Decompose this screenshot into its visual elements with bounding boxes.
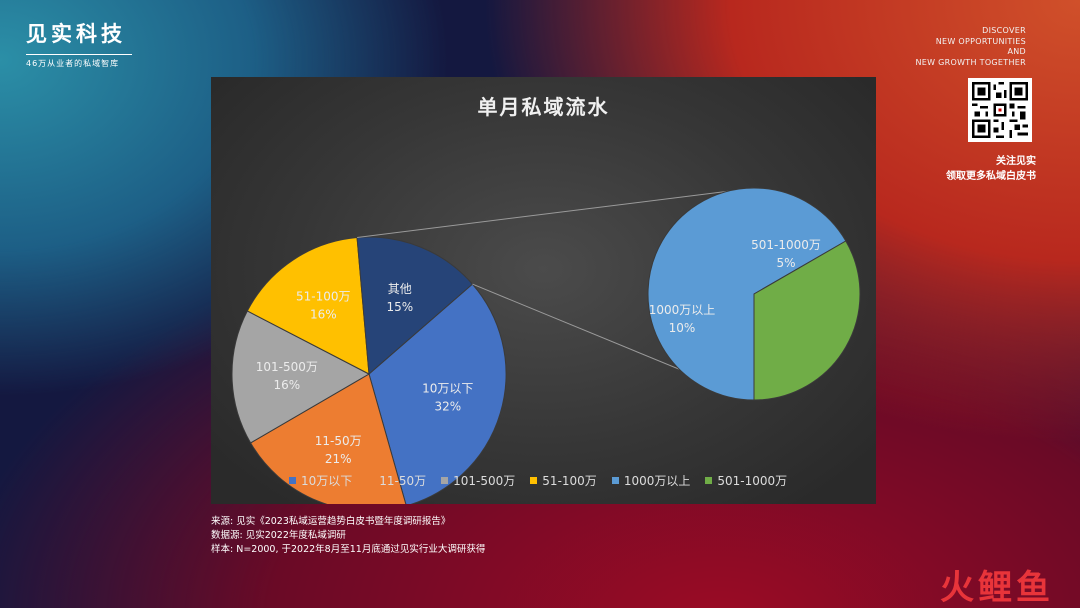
pie-slice-percent: 16% [273, 378, 300, 392]
secondary-pie-slice-2 [753, 240, 861, 401]
legend-label: 10万以下 [301, 474, 353, 488]
pie-slice-label: 10万以下 [422, 382, 473, 396]
legend-swatch [367, 477, 375, 484]
pie-slice-label: 11-50万 [315, 434, 362, 448]
pie-slice-percent: 21% [325, 452, 352, 466]
pie-slice-1 [368, 283, 507, 504]
source-notes: 来源: 见实《2023私域运营趋势白皮书暨年度调研报告》 数据源: 见实2022… [211, 515, 485, 557]
pie-slice-5 [356, 236, 474, 376]
legend-label: 501-1000万 [717, 474, 788, 488]
slogan-line: NEW OPPORTUNITIES [935, 36, 1026, 46]
legend-swatch [441, 477, 449, 484]
legend-item: 1000万以上 [611, 472, 691, 489]
discover-slogan: DISCOVER NEW OPPORTUNITIES AND NEW GROWT… [915, 26, 1026, 68]
pie-slice-percent: 32% [434, 400, 461, 414]
brand-tagline: 46万从业者的私域智库 [26, 59, 120, 68]
pie-of-pie-chart: 10万以下 32% 11-50万 21% 101-500万 16% 51-100万 16% 其他… [231, 187, 861, 504]
data-source-line: 数据源: 见实2022年度私域调研 [211, 530, 346, 541]
legend-label: 1000万以上 [623, 474, 691, 488]
brand-divider [26, 54, 132, 55]
legend-swatch [530, 477, 538, 484]
legend-swatch [289, 477, 296, 484]
chart-panel: 单月私域流水 10万以下 32% 11-50万 21% 101-500万 16% 51-10… [211, 77, 876, 504]
secondary-slice-percent: 10% [669, 321, 696, 335]
legend-item: 10万以下 [289, 472, 352, 489]
legend-label: 101-500万 [453, 474, 516, 488]
follow-cta: 关注见实 领取更多私域白皮书 [946, 154, 1036, 184]
legend-swatch [705, 477, 713, 484]
chart-title: 单月私域流水 [477, 95, 610, 119]
legend-item: 51-100万 [530, 472, 597, 489]
secondary-slice-percent: 5% [776, 256, 795, 270]
pie-slice-4 [246, 236, 370, 375]
secondary-slice-label: 1000万以上 [649, 303, 716, 317]
connector-line-top [357, 187, 755, 238]
slogan-line: DISCOVER [982, 26, 1026, 35]
legend-label: 11-50万 [379, 474, 427, 488]
qr-code-icon [968, 78, 1032, 142]
legend-item: 501-1000万 [705, 472, 787, 489]
slogan-line: AND [1007, 47, 1026, 56]
pie-slice-percent: 15% [386, 300, 413, 314]
watermark-logo: 火鲤鱼 [940, 568, 1054, 608]
secondary-slice-label: 501-1000万 [751, 238, 821, 252]
pie-slice-3 [231, 310, 371, 444]
qr-code-graphic [972, 82, 1028, 138]
secondary-pie-slice-1 [647, 187, 847, 401]
pie-slice-label: 51-100万 [296, 290, 351, 304]
follow-line: 关注见实 [996, 156, 1036, 167]
brand-logo: 见实科技 46万从业者的私域智库 [26, 18, 132, 69]
source-line: 来源: 见实《2023私域运营趋势白皮书暨年度调研报告》 [211, 516, 451, 527]
slogan-line: NEW GROWTH TOGETHER [915, 57, 1026, 67]
legend-item: 11-50万 [367, 472, 426, 489]
chart-legend: 10万以下 11-50万 101-500万 51-100万 1000万以上 501-100… [289, 472, 802, 489]
legend-item: 101-500万 [441, 472, 515, 489]
sample-line: 样本: N=2000, 于2022年8月至11月底通过见实行业大调研获得 [211, 544, 486, 555]
pie-slice-label: 101-500万 [256, 360, 318, 374]
legend-swatch [611, 477, 619, 484]
brand-name: 见实科技 [26, 22, 126, 46]
legend-label: 51-100万 [542, 474, 597, 488]
pie-slice-2 [249, 373, 407, 504]
pie-slice-percent: 16% [310, 308, 337, 322]
follow-line: 领取更多私域白皮书 [946, 171, 1036, 182]
pie-slice-label: 其他 [388, 282, 412, 296]
